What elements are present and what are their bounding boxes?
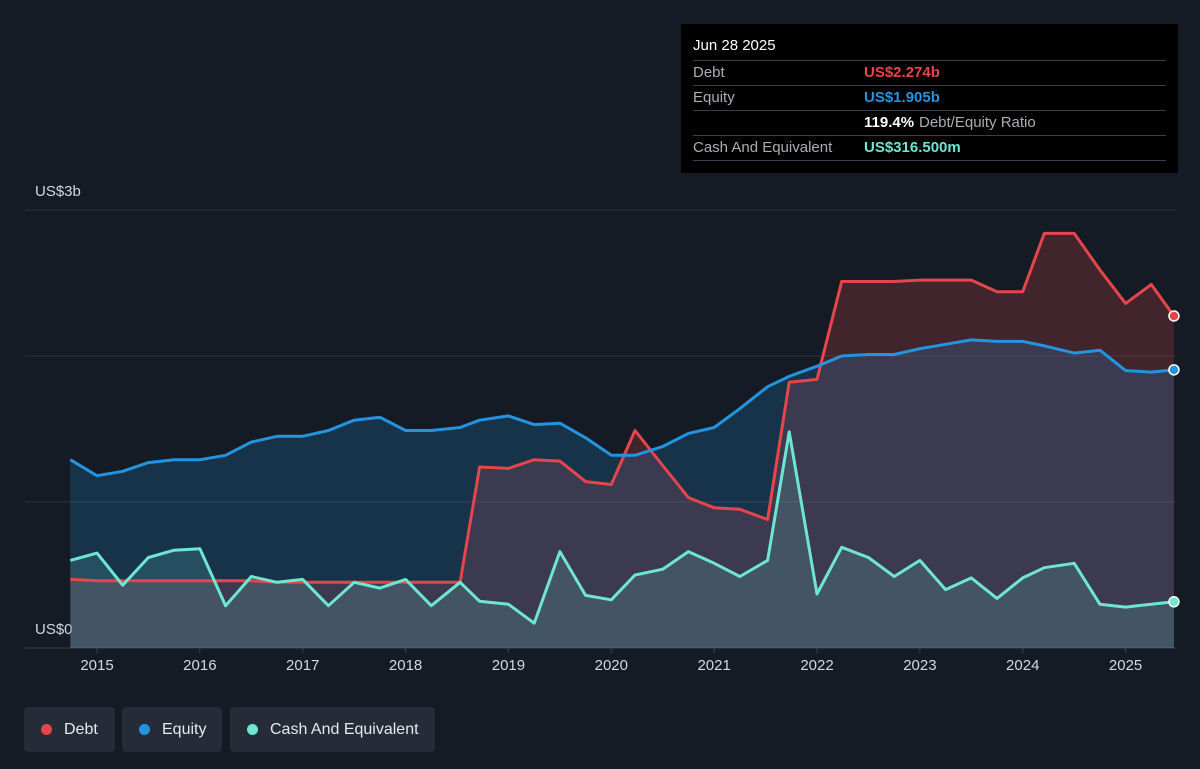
legend-swatch [41, 724, 52, 735]
tooltip-row: Cash And Equivalent US$316.500m [693, 135, 1166, 160]
x-tick-label: 2022 [800, 657, 833, 674]
y-tick-label: US$0 [35, 621, 73, 638]
legend-label: Cash And Equivalent [270, 721, 419, 738]
area [70, 431, 1174, 648]
tooltip-row: Debt US$2.274b [693, 60, 1166, 85]
tooltip-row: 119.4% Debt/Equity Ratio [693, 110, 1166, 135]
legend-swatch [247, 724, 258, 735]
legend-item[interactable]: Equity [122, 707, 222, 752]
legend-item[interactable]: Debt [24, 707, 115, 752]
tooltip-label: Debt [693, 64, 725, 81]
end-dot [1168, 364, 1180, 376]
x-tick-label: 2023 [903, 657, 936, 674]
line [69, 338, 1175, 478]
x-tick-label: 2020 [595, 657, 628, 674]
tooltip: Jun 28 2025 Debt US$2.274b Equity US$1.905b… [681, 24, 1178, 173]
legend-label: Debt [64, 721, 98, 738]
tooltip-sep [693, 160, 1166, 161]
x-tick-label: 2018 [389, 657, 422, 674]
tooltip-note: Debt/Equity Ratio [919, 114, 1036, 131]
tooltip-date: Jun 28 2025 [693, 37, 776, 54]
tooltip-row: Equity US$1.905b [693, 85, 1166, 110]
legend-swatch [139, 724, 150, 735]
tooltip-value: US$1.905b [864, 89, 940, 106]
x-tick-label: 2019 [492, 657, 525, 674]
legend-label: Equity [162, 721, 207, 738]
end-dot [1168, 310, 1180, 322]
x-tick-label: 2015 [80, 657, 113, 674]
tooltip-value: US$2.274b [864, 64, 940, 81]
area [70, 233, 1174, 648]
area [70, 339, 1174, 648]
end-dot [1168, 596, 1180, 608]
x-tick-label: 2017 [286, 657, 319, 674]
x-tick-label: 2024 [1006, 657, 1039, 674]
legend-item[interactable]: Cash And Equivalent [230, 707, 435, 752]
y-tick-label: US$3b [35, 183, 81, 200]
x-tick-label: 2021 [697, 657, 730, 674]
tooltip-value: US$316.500m [864, 139, 961, 156]
line [69, 430, 1175, 625]
x-tick-label: 2025 [1109, 657, 1142, 674]
tooltip-label: Cash And Equivalent [693, 139, 833, 156]
line [70, 231, 1176, 584]
x-tick-label: 2016 [183, 657, 216, 674]
chart: US$0 US$3b 2015 2016 2017 2018 2019 2020 2021 202… [25, 183, 1180, 674]
tooltip-value: 119.4% [864, 114, 915, 131]
tooltip-label: Equity [693, 89, 735, 106]
